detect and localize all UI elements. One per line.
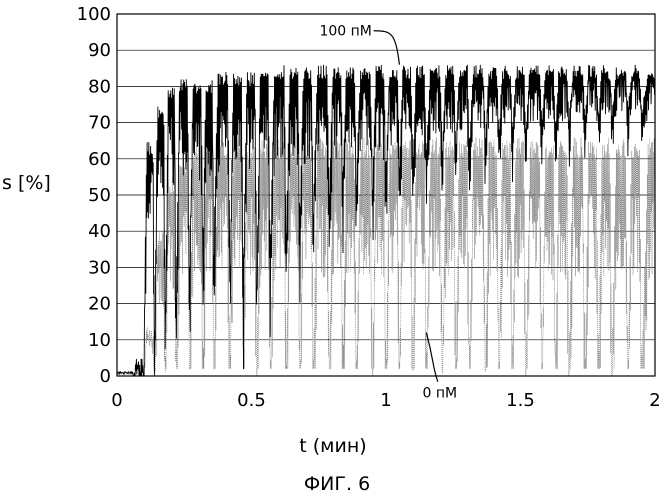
x-tick-labels: 0 0.5 1 1.5 2	[111, 390, 660, 411]
x-tick-label: 1	[380, 390, 391, 411]
y-tick-labels: 0 10 20 30 40 50 60 70 80 90 100	[77, 4, 111, 387]
series-0pm	[116, 137, 655, 377]
y-tick-label: 90	[88, 40, 111, 61]
y-tick-label: 80	[88, 76, 111, 97]
y-tick-label: 70	[88, 113, 111, 134]
series-100pm	[116, 64, 656, 377]
series-line	[116, 137, 655, 377]
x-tick-label: 1.5	[506, 390, 535, 411]
annotation-label: 0 пМ	[423, 386, 458, 402]
y-axis-label: s [%]	[2, 172, 51, 194]
annotation-leader	[425, 332, 439, 382]
x-tick-label: 0	[111, 390, 122, 411]
y-tick-label: 50	[88, 185, 111, 206]
y-tick-label: 20	[88, 294, 111, 315]
annotation-leader	[373, 30, 401, 65]
annotation-label: 100 пМ	[319, 24, 371, 40]
y-tick-label: 100	[77, 4, 111, 25]
y-tick-label: 60	[88, 149, 111, 170]
y-tick-label: 10	[88, 330, 111, 351]
x-axis-label: t (мин)	[299, 435, 366, 457]
x-tick-label: 0.5	[237, 390, 266, 411]
y-tick-label: 40	[88, 221, 111, 242]
y-tick-label: 0	[100, 366, 111, 387]
plot-frame	[116, 13, 656, 377]
y-tick-label: 30	[88, 257, 111, 278]
annotations: 100 пМ 0 пМ	[319, 24, 457, 402]
x-tick-label: 2	[649, 390, 660, 411]
figure-caption: ФИГ. 6	[304, 473, 370, 495]
series-line	[116, 64, 656, 377]
